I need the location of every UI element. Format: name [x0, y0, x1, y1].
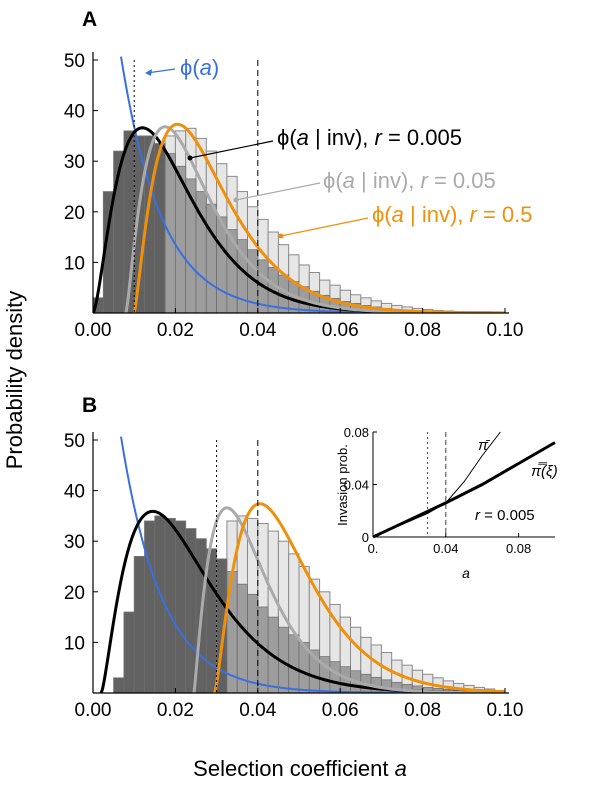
label-phi-part-1: a: [200, 55, 212, 80]
inset-y-axis-label: Invasion prob.: [335, 444, 350, 526]
inset-x-tick-label: 0.04: [433, 541, 458, 556]
x-tick-label: 0.02: [157, 700, 194, 721]
inset-label-pixi: π̿(ξ): [531, 463, 558, 480]
label-r0005-part-2: | inv),: [309, 125, 375, 150]
x-tick-label: 0.00: [75, 700, 112, 721]
label-r005: ϕ(a | inv), r = 0.05: [323, 168, 496, 193]
inset-x-axis-label: a: [462, 565, 470, 581]
label-r05-part-1: a: [392, 202, 404, 227]
y-tick-label: 10: [64, 633, 85, 654]
label-r05-part-3: r: [470, 202, 479, 227]
label-r0005: ϕ(a | inv), r = 0.005: [277, 125, 462, 150]
label-r005-part-0: ϕ(: [323, 168, 343, 193]
inset-x-tick-label: 0.08: [506, 541, 531, 556]
arrow-r0005: [189, 140, 274, 159]
label-r005-part-1: a: [343, 168, 355, 193]
x-axis-label: Selection coefficient a: [193, 756, 407, 781]
x-tick-label: 0.10: [487, 320, 524, 341]
curve-r05: [213, 502, 505, 693]
inset-r-label: r = 0.005: [475, 507, 535, 524]
x-tick-label: 0.02: [157, 320, 194, 341]
label-r05-part-2: | inv),: [404, 202, 470, 227]
hist-dark-bar: [144, 520, 156, 693]
y-tick-label: 20: [64, 203, 85, 224]
y-axis-label: Probability density: [2, 291, 27, 470]
arrowhead-r0005: [187, 155, 193, 161]
label-r05: ϕ(a | inv), r = 0.5: [372, 202, 533, 227]
x-tick-label: 0.06: [322, 320, 359, 341]
x-tick-label: 0.08: [404, 700, 441, 721]
label-r0005-part-3: r: [375, 125, 384, 150]
y-tick-label: 50: [64, 431, 85, 452]
hist-dark-bar: [164, 518, 176, 693]
inset-background: [373, 428, 559, 537]
inset-r-label-part-0: r: [475, 507, 481, 524]
hist-dark-bar: [154, 515, 166, 693]
inset: 0. 0.04 0.08 0 0.04 0.08 Invasion prob. a π̄ π̿(ξ…: [335, 425, 559, 581]
label-r05-part-0: ϕ(: [372, 202, 392, 227]
y-tick-label: 30: [64, 152, 85, 173]
hist-dark-bar: [205, 203, 218, 313]
x-axis-label-var: a: [395, 756, 407, 781]
panel-a: 0.00 0.02 0.04 0.06 0.08 0.101020304050Aϕ(a)ϕ…: [64, 8, 533, 341]
inset-label-pibar: π̄: [478, 437, 491, 454]
hist-dark-bar: [174, 520, 187, 693]
label-r0005-part-4: = 0.005: [382, 125, 462, 150]
x-tick-label: 0.10: [487, 700, 524, 721]
label-r05-part-4: = 0.5: [477, 202, 533, 227]
panel-label: B: [82, 394, 97, 417]
y-tick-label: 40: [64, 482, 85, 503]
label-r0005-part-1: a: [297, 125, 309, 150]
y-tick-label: 40: [64, 102, 85, 123]
arrowhead-phi: [145, 69, 152, 76]
hist-dark-bar: [123, 611, 135, 693]
x-axis-label-text: Selection coefficient: [193, 756, 394, 781]
label-r0005-part-0: ϕ(: [277, 125, 297, 150]
inset-y-tick-label: 0: [362, 530, 369, 545]
y-tick-label: 30: [64, 532, 85, 553]
plot-area: [93, 56, 505, 313]
label-r005-part-4: = 0.05: [428, 168, 496, 193]
x-tick-label: 0.06: [322, 700, 359, 721]
arrowhead-r05: [278, 233, 284, 239]
inset-series-1: [372, 441, 556, 539]
x-tick-label: 0.04: [239, 320, 276, 341]
arrow-phi: [146, 68, 176, 74]
label-phi-part-2: ): [212, 55, 219, 80]
hist-dark-bar: [236, 583, 248, 693]
inset-x-tick-label: 0.: [368, 541, 379, 556]
label-r005-part-3: r: [421, 168, 430, 193]
label-phi-part-0: ϕ(: [180, 55, 200, 80]
y-tick-label: 20: [64, 583, 85, 604]
hist-dark-bar: [329, 661, 341, 693]
hist-dark-bar: [133, 555, 145, 693]
inset-y-tick-label: 0.08: [344, 425, 369, 440]
x-tick-label: 0.00: [75, 320, 112, 341]
arrowhead-r005: [233, 197, 239, 203]
arrow-r005: [235, 182, 321, 201]
hist-dark-bar: [113, 677, 125, 693]
label-r005-part-2: | inv),: [355, 168, 421, 193]
y-tick-label: 10: [64, 253, 85, 274]
label-phi: ϕ(a): [180, 55, 219, 80]
plot-area: [99, 436, 505, 693]
panel-b: 0.00 0.02 0.04 0.06 0.08 0.10 10 20 30 40 50 B 0. 0.0…: [64, 394, 559, 721]
x-tick-label: 0.04: [239, 700, 276, 721]
hist-dark-bar: [288, 634, 300, 693]
panel-label: A: [82, 8, 97, 31]
curve-r05: [132, 122, 505, 313]
inset-r-label-part-1: = 0.005: [480, 507, 535, 524]
x-tick-label: 0.08: [404, 320, 441, 341]
y-tick-label: 50: [64, 51, 85, 72]
inset-y-tick-label: 0.04: [344, 478, 369, 493]
arrow-r05: [280, 217, 369, 237]
